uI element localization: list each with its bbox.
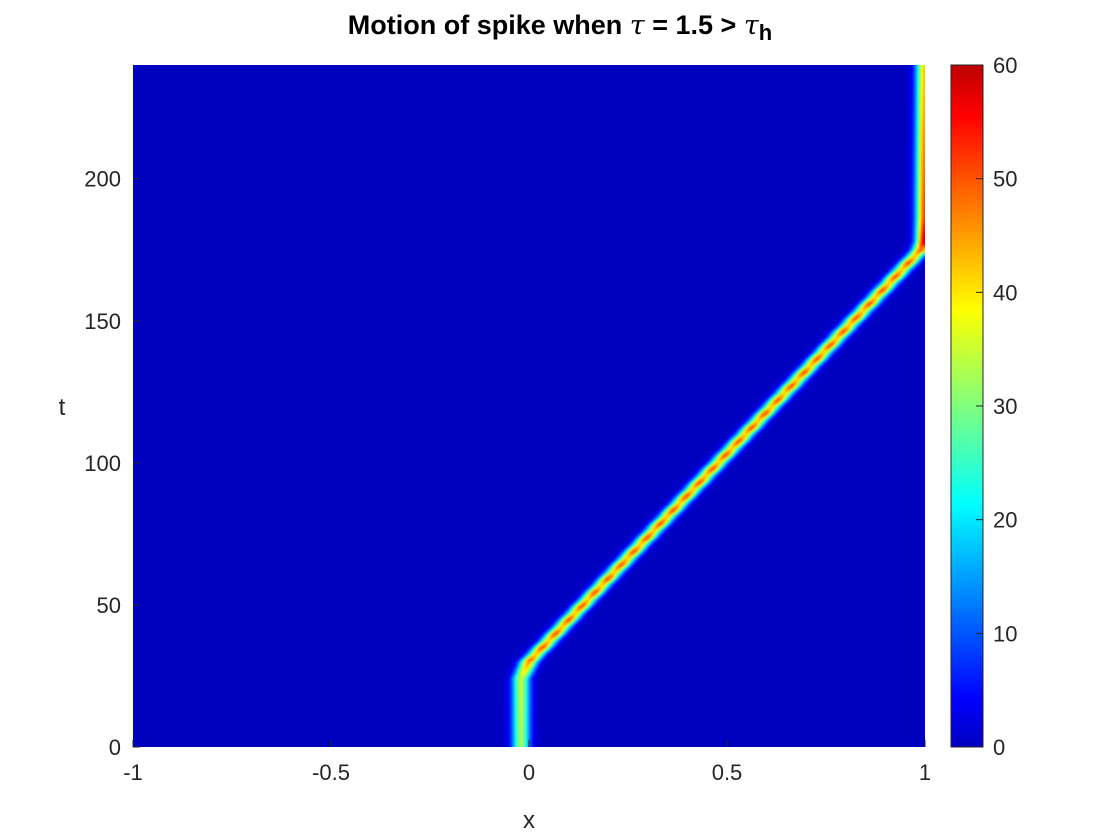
x-axis-ticks: -1 -0.5 0 0.5 1	[123, 740, 931, 785]
y-tick-label: 200	[84, 167, 121, 192]
title-tau-h-symbol: τ	[743, 10, 759, 41]
y-tick-label: 100	[84, 451, 121, 476]
x-tick-label: 0.5	[712, 760, 743, 785]
colorbar-tick-label: 40	[993, 280, 1017, 305]
x-tick-label: 0	[523, 760, 535, 785]
chart-title: Motion of spike when τ = 1.5 > τh	[0, 10, 1120, 45]
colorbar-tick-label: 10	[993, 621, 1017, 646]
y-axis-label: t	[59, 394, 66, 421]
x-tick-label: 1	[919, 760, 931, 785]
colorbar-tick-label: 20	[993, 508, 1017, 533]
heatmap-image	[133, 65, 925, 747]
colorbar-ticks: 0 10 20 30 40 50 60	[976, 53, 1017, 760]
title-text: Motion of spike when	[347, 10, 630, 40]
y-tick-label: 50	[97, 593, 121, 618]
colorbar-tick-label: 60	[993, 53, 1017, 78]
y-axis-ticks: 0 50 100 150 200	[84, 167, 140, 760]
colorbar-frame	[950, 64, 984, 748]
y-tick-label: 150	[84, 309, 121, 334]
colorbar-tick-label: 0	[993, 735, 1005, 760]
x-tick-label: -1	[123, 760, 143, 785]
colorbar-tick-label: 50	[993, 167, 1017, 192]
title-subscript: h	[758, 20, 773, 45]
x-axis-label: x	[523, 807, 535, 834]
title-value: = 1.5 >	[644, 10, 744, 40]
title-tau-symbol: τ	[629, 10, 645, 41]
y-tick-label: 0	[109, 735, 121, 760]
x-tick-label: -0.5	[312, 760, 350, 785]
colorbar-tick-label: 30	[993, 394, 1017, 419]
